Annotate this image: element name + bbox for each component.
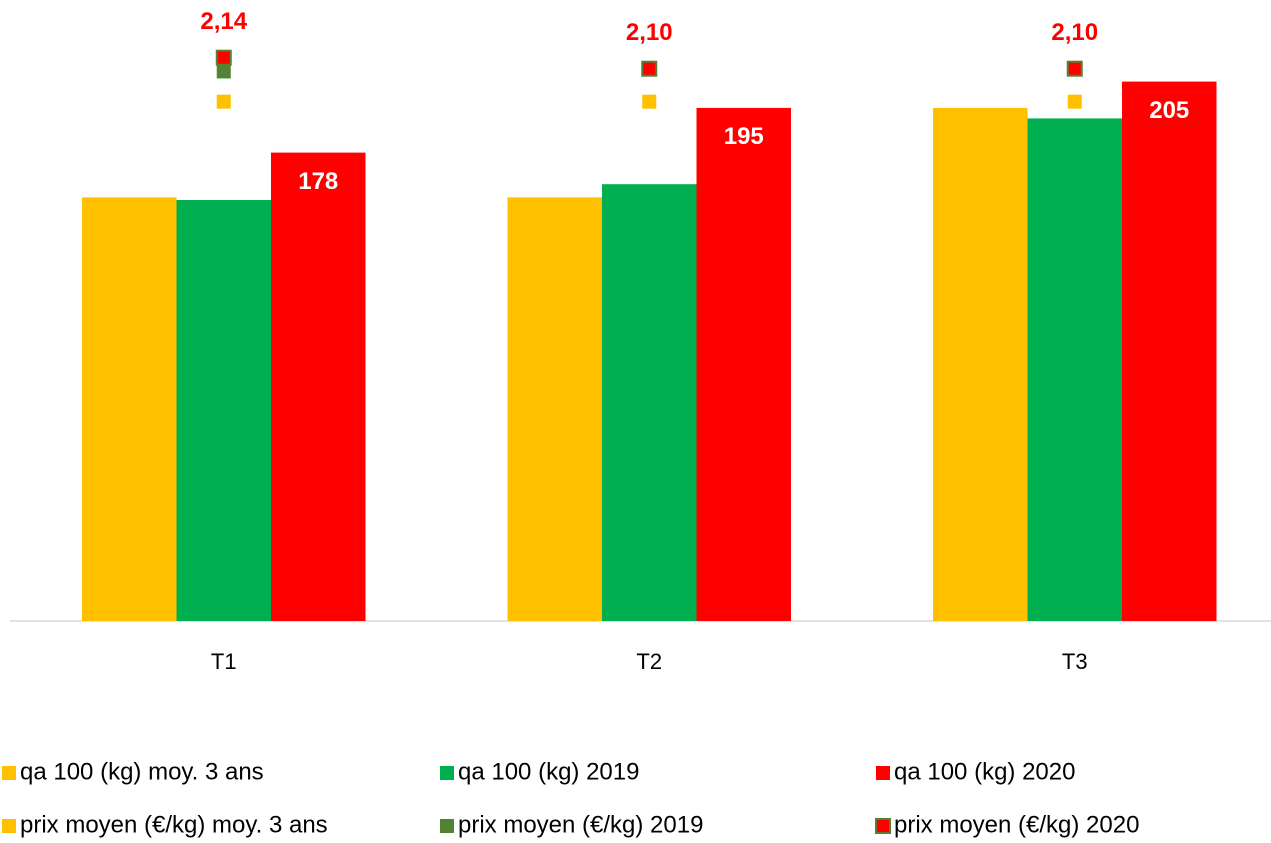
data-label: 195 bbox=[724, 123, 764, 150]
legend-label: prix moyen (€/kg) 2020 bbox=[894, 811, 1139, 838]
legend-label: prix moyen (€/kg) 2019 bbox=[458, 811, 703, 838]
legend-label: prix moyen (€/kg) moy. 3 ans bbox=[20, 811, 328, 838]
price-marker bbox=[216, 94, 231, 109]
price-marker bbox=[1066, 60, 1083, 77]
legend-swatch bbox=[2, 766, 16, 780]
legend-swatch bbox=[440, 819, 454, 833]
bar bbox=[1122, 81, 1217, 622]
price-marker bbox=[1067, 94, 1082, 109]
data-label: 2,10 bbox=[1051, 19, 1098, 46]
price-marker bbox=[642, 94, 657, 109]
price-marker bbox=[216, 64, 231, 79]
legend-label: qa 100 (kg) 2019 bbox=[458, 758, 639, 785]
legend-swatch bbox=[440, 766, 454, 780]
bar bbox=[933, 107, 1028, 621]
legend-swatch bbox=[876, 766, 890, 780]
bar bbox=[696, 107, 791, 621]
bar bbox=[1027, 118, 1122, 622]
legend-label: qa 100 (kg) moy. 3 ans bbox=[20, 758, 264, 785]
legend-label: qa 100 (kg) 2020 bbox=[894, 758, 1075, 785]
data-label: 205 bbox=[1149, 97, 1189, 124]
data-label: 2,14 bbox=[200, 8, 247, 35]
x-tick-label: T3 bbox=[1062, 649, 1088, 674]
legend-swatch bbox=[875, 818, 891, 834]
bar bbox=[176, 199, 271, 622]
bar bbox=[507, 197, 602, 622]
x-tick-label: T2 bbox=[636, 649, 662, 674]
data-label: 178 bbox=[298, 168, 338, 195]
bar bbox=[602, 184, 697, 621]
bar bbox=[271, 152, 366, 621]
x-tick-label: T1 bbox=[211, 649, 237, 674]
legend-swatch bbox=[2, 819, 16, 833]
bar bbox=[82, 197, 177, 622]
price-marker bbox=[215, 49, 232, 66]
data-label: 2,10 bbox=[626, 19, 673, 46]
price-marker bbox=[641, 60, 658, 77]
